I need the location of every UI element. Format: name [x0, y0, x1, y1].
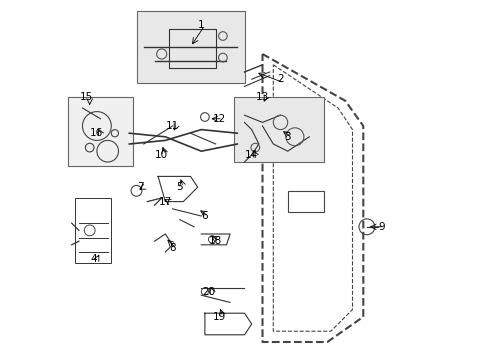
Text: 6: 6 — [201, 211, 208, 221]
Bar — [68, 97, 133, 166]
Text: 9: 9 — [377, 222, 384, 232]
Text: 16: 16 — [90, 128, 103, 138]
Text: 14: 14 — [244, 150, 258, 160]
Text: 10: 10 — [155, 150, 168, 160]
Bar — [136, 11, 244, 83]
Text: 2: 2 — [277, 74, 283, 84]
Text: 15: 15 — [80, 92, 93, 102]
Text: 1: 1 — [198, 20, 204, 30]
Bar — [287, 191, 323, 212]
Text: 18: 18 — [209, 236, 222, 246]
Text: 7: 7 — [137, 182, 143, 192]
Bar — [75, 198, 111, 263]
Text: 4: 4 — [90, 254, 97, 264]
Text: 12: 12 — [212, 114, 225, 124]
Text: 13: 13 — [255, 92, 268, 102]
Bar — [233, 97, 323, 162]
Text: 5: 5 — [176, 182, 183, 192]
Text: 8: 8 — [169, 243, 176, 253]
Text: 11: 11 — [165, 121, 179, 131]
Text: 19: 19 — [212, 312, 225, 322]
Text: 17: 17 — [158, 197, 172, 207]
Text: 3: 3 — [284, 132, 290, 142]
Text: 20: 20 — [202, 287, 215, 297]
